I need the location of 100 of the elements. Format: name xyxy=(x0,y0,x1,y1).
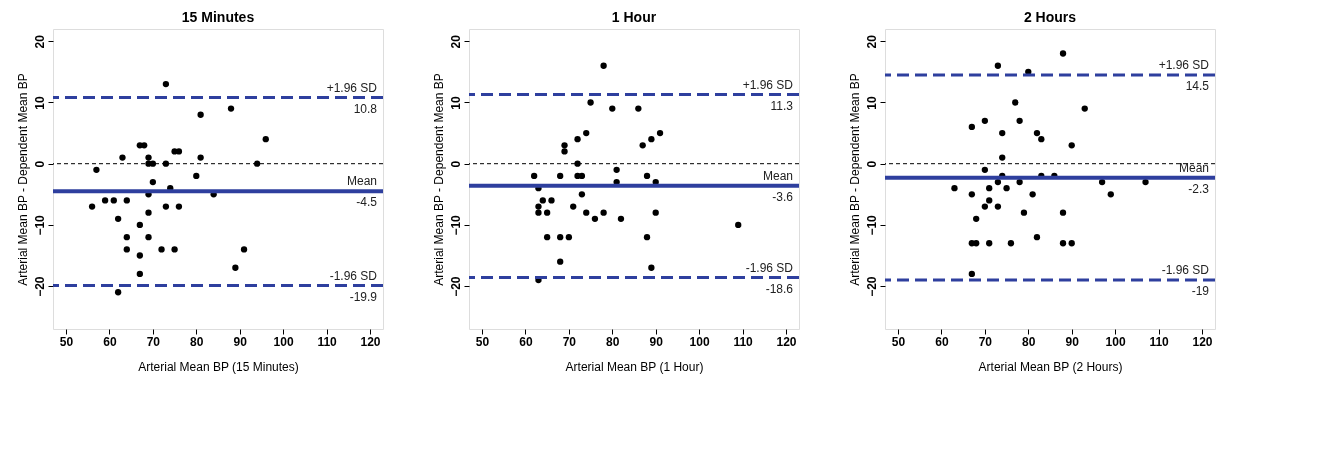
point xyxy=(1098,178,1106,186)
point xyxy=(1038,136,1045,143)
point xyxy=(656,129,664,137)
ref-line-label: Mean xyxy=(1178,160,1209,175)
point xyxy=(171,246,178,253)
point xyxy=(981,203,989,210)
ref-line-label: -1.96 SD xyxy=(1161,263,1210,278)
point xyxy=(574,136,581,143)
annotation: -3.6 xyxy=(772,189,794,204)
point xyxy=(648,264,655,271)
annotation: -18.6 xyxy=(765,281,794,296)
point xyxy=(1059,209,1067,216)
point xyxy=(557,258,564,265)
point xyxy=(162,160,170,167)
point xyxy=(994,62,1002,69)
point xyxy=(613,166,620,173)
ref-line-label: +1.96 SD xyxy=(1158,57,1210,72)
annotation: 10.8 xyxy=(353,101,378,116)
x-axis-title: Arterial Mean BP (1 Hour) xyxy=(565,359,704,374)
point xyxy=(609,105,616,112)
annotation: -4.5 xyxy=(356,195,378,210)
x-axis-title: Arterial Mean BP (15 Minutes) xyxy=(138,359,299,374)
x-axis-title: Arterial Mean BP (2 Hours) xyxy=(978,359,1123,374)
ref-line-label: +1.96 SD xyxy=(742,77,794,92)
annotation: -19 xyxy=(1191,284,1210,299)
point xyxy=(587,99,594,106)
point xyxy=(227,105,235,112)
chart-title: 1 Hour xyxy=(611,9,657,25)
point xyxy=(101,197,109,204)
x-tick-label: 80 xyxy=(190,334,204,349)
x-tick-label: 100 xyxy=(273,334,294,349)
point xyxy=(1068,142,1075,149)
point xyxy=(1020,209,1028,216)
x-tick-label: 120 xyxy=(1192,334,1213,349)
point xyxy=(1033,129,1041,137)
x-tick-label: 60 xyxy=(935,334,949,349)
point xyxy=(578,172,586,180)
point xyxy=(544,234,551,241)
y-tick-label: −10 xyxy=(32,214,47,236)
point xyxy=(530,172,538,180)
x-tick-label: 70 xyxy=(978,334,993,349)
point xyxy=(583,209,590,216)
point xyxy=(145,154,152,161)
annotation: 11.3 xyxy=(770,98,794,113)
point xyxy=(973,240,980,247)
x-tick-label: 50 xyxy=(891,334,906,349)
point xyxy=(968,191,975,198)
x-tick-label: 110 xyxy=(733,334,754,349)
point xyxy=(114,215,122,222)
point xyxy=(735,221,742,229)
y-tick-label: 10 xyxy=(864,95,879,110)
point xyxy=(648,136,655,143)
point xyxy=(175,203,183,210)
point xyxy=(136,270,143,278)
point xyxy=(149,178,157,186)
point xyxy=(591,215,599,222)
point xyxy=(617,215,625,222)
point xyxy=(583,129,590,137)
point xyxy=(1033,234,1041,241)
point xyxy=(162,80,170,88)
point xyxy=(994,178,1002,186)
y-tick-label: 0 xyxy=(864,160,879,168)
ref-line-label: Mean xyxy=(346,174,377,189)
point xyxy=(240,246,248,253)
point xyxy=(561,142,568,149)
x-tick-label: 60 xyxy=(103,334,117,349)
point xyxy=(968,123,975,131)
point xyxy=(262,136,269,143)
point xyxy=(253,160,261,167)
point xyxy=(574,160,581,167)
x-tick-label: 70 xyxy=(562,334,577,349)
y-tick-label: 20 xyxy=(448,34,463,49)
point xyxy=(145,234,152,241)
point xyxy=(639,142,646,149)
point xyxy=(1007,240,1015,247)
y-tick-label: 20 xyxy=(32,34,47,49)
ref-line-label: Mean xyxy=(762,168,793,183)
point xyxy=(652,209,659,216)
y-tick-label: 10 xyxy=(448,95,463,110)
y-tick-label: 0 xyxy=(448,160,463,168)
x-tick-label: 100 xyxy=(1105,334,1126,349)
point xyxy=(1016,178,1023,186)
point xyxy=(557,172,564,180)
point xyxy=(149,160,157,167)
point xyxy=(119,154,126,161)
point xyxy=(1107,191,1114,198)
y-tick-label: 10 xyxy=(32,95,47,110)
point xyxy=(643,172,651,180)
point xyxy=(145,209,152,216)
point xyxy=(1029,191,1036,198)
y-axis-title: Arterial Mean BP - Dependent Mean BP xyxy=(431,73,446,286)
point xyxy=(141,142,148,149)
point xyxy=(981,166,989,173)
point xyxy=(110,197,117,204)
point xyxy=(1081,105,1088,112)
x-tick-label: 100 xyxy=(689,334,710,349)
point xyxy=(539,197,546,204)
point xyxy=(951,185,958,192)
point xyxy=(600,209,607,216)
point xyxy=(123,246,130,253)
